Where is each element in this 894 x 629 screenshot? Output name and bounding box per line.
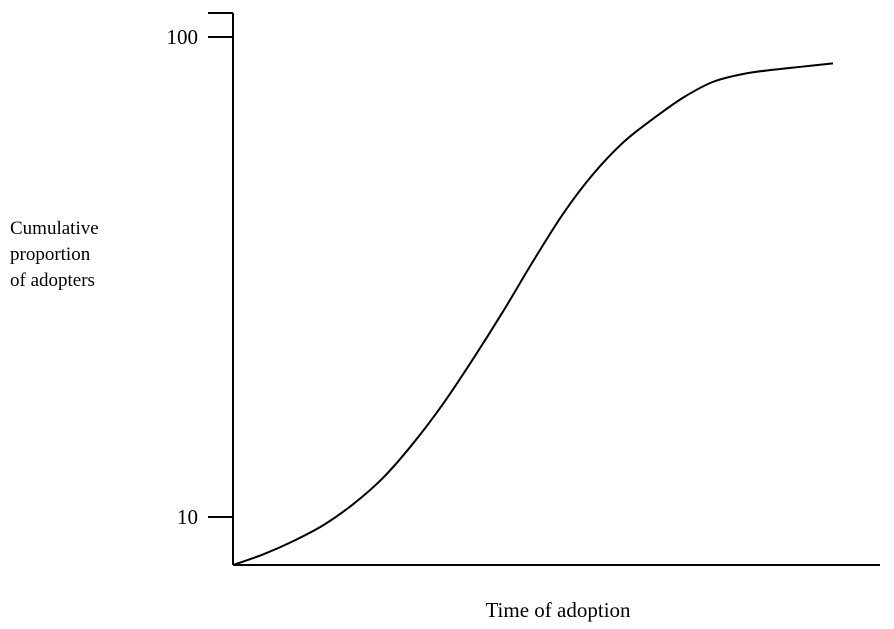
- y-ticks: 10 100: [167, 25, 233, 529]
- y-tick-label: 10: [177, 505, 198, 529]
- adoption-curve: [232, 62, 834, 566]
- y-axis-label-line-1: Cumulative: [10, 218, 99, 239]
- y-tick-label: 100: [167, 25, 199, 49]
- y-axis-label-line-2: proportion: [10, 244, 91, 265]
- axes: [208, 12, 880, 566]
- x-axis-label: Time of adoption: [485, 598, 631, 622]
- y-axis-label-line-3: of adopters: [10, 270, 95, 291]
